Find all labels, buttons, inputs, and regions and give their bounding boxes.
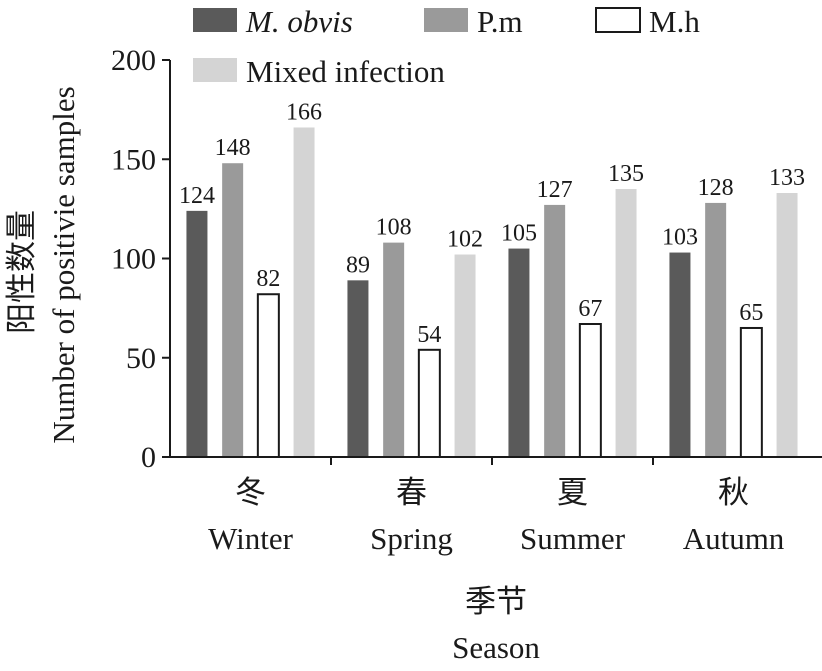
legend: M. obvis P.m M.h Mixed infection [193, 4, 700, 89]
x-tick-label: Winter [208, 521, 294, 556]
bar-p-m-0 [222, 163, 244, 457]
data-label: 133 [769, 165, 805, 191]
bar-m-obvis-3 [669, 252, 691, 457]
bar-mixed-infection-3 [776, 192, 798, 457]
x-axis-title: Season [452, 630, 540, 665]
y-axis-title-cn: 阳性数量 [4, 210, 39, 334]
legend-label: P.m [477, 4, 523, 39]
x-tick-label-cn: 秋 [718, 475, 749, 510]
x-axis-title-cn: 季节 [465, 584, 527, 619]
legend-label: Mixed infection [246, 54, 445, 89]
legend-swatch [424, 8, 468, 32]
x-tick-label-cn: 冬 [235, 475, 266, 510]
data-label: 103 [662, 225, 698, 251]
bar-mixed-infection-1 [454, 254, 476, 457]
data-label: 67 [578, 296, 602, 322]
data-label: 102 [447, 227, 483, 253]
data-label: 82 [256, 266, 280, 292]
data-label: 135 [608, 161, 644, 187]
x-tick-label: Spring [370, 521, 453, 556]
data-label: 124 [179, 183, 215, 209]
data-label: 54 [417, 322, 441, 348]
bar-mixed-infection-0 [293, 127, 315, 458]
x-axis: 冬 Winter 春 Spring 夏 Summer 秋 Autumn [170, 456, 822, 556]
bar-m-h-2 [578, 323, 602, 458]
y-tick-label: 50 [126, 342, 156, 375]
bar-mixed-infection-2 [615, 189, 637, 457]
y-tick-label: 150 [111, 143, 156, 176]
data-label: 127 [537, 177, 573, 203]
data-label: 105 [501, 221, 537, 247]
y-axis-title: Number of positivie samples [46, 86, 81, 443]
data-label: 89 [346, 252, 370, 278]
x-tick-label-cn: 夏 [557, 475, 588, 510]
x-tick-label: Autumn [683, 521, 785, 556]
legend-swatch [193, 8, 237, 32]
legend-label: M. obvis [245, 4, 353, 39]
data-label: 166 [286, 99, 322, 125]
y-tick-label: 0 [141, 441, 156, 474]
data-label: 108 [376, 215, 412, 241]
y-tick-label: 100 [111, 243, 156, 276]
bar-p-m-3 [705, 202, 727, 457]
bar-p-m-2 [544, 204, 566, 457]
bar-m-obvis-1 [347, 280, 369, 457]
bar-m-obvis-0 [186, 210, 208, 457]
bar-m-h-3 [739, 326, 763, 458]
data-label: 128 [698, 175, 734, 201]
legend-swatch [193, 58, 237, 82]
data-label: 148 [215, 135, 251, 161]
data-label: 65 [739, 300, 763, 326]
legend-label: M.h [649, 4, 700, 39]
y-tick-label: 200 [111, 44, 156, 77]
x-tick-label: Summer [520, 521, 626, 556]
bar-m-h-1 [417, 348, 441, 458]
legend-swatch [595, 7, 641, 33]
x-tick-label-cn: 春 [396, 475, 427, 510]
bar-m-h-0 [256, 293, 280, 459]
y-axis: 0 50 100 150 200 [111, 44, 171, 474]
bar-m-obvis-2 [508, 248, 530, 457]
bar-p-m-1 [383, 242, 405, 457]
bars [186, 127, 798, 459]
